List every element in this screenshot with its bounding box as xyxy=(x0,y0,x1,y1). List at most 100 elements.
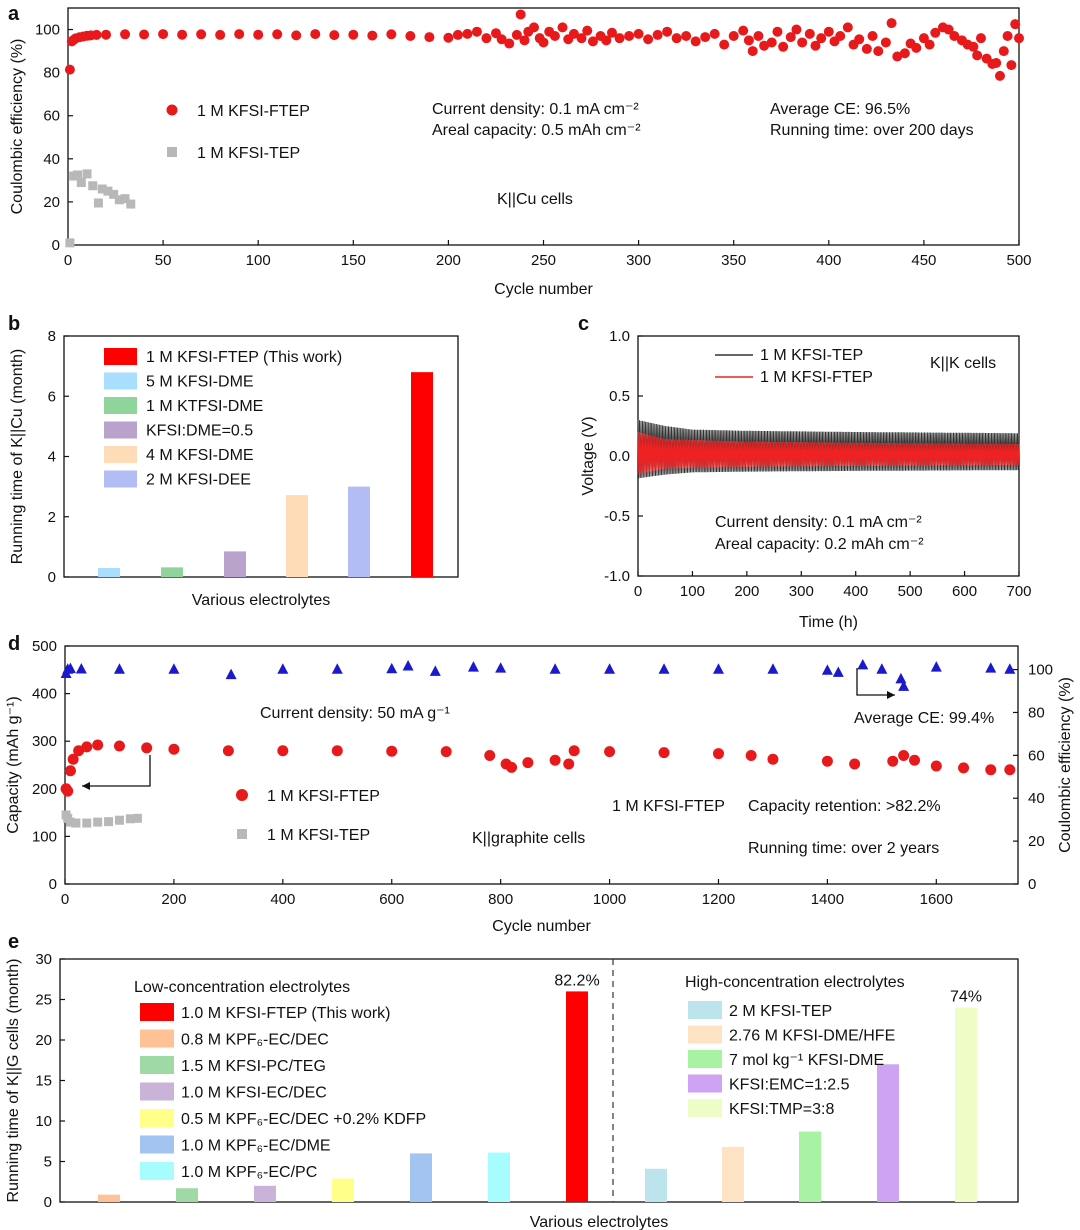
annotation-electrolyte: 1 M KFSI-FTEP xyxy=(612,798,725,815)
y-tick-label: 40 xyxy=(43,151,60,168)
annotation-average-ce: Average CE: 96.5% xyxy=(770,101,910,118)
data-point xyxy=(101,29,112,40)
annotation-cell-type: K||Cu cells xyxy=(497,191,573,208)
annotation-capacity-retention: Capacity retention: >82.2% xyxy=(748,798,941,815)
y-axis-label: Voltage (V) xyxy=(580,416,597,495)
y-tick-label: 400 xyxy=(32,686,57,703)
panel-label-a: a xyxy=(8,3,20,25)
legend-swatch xyxy=(140,1029,174,1048)
data-point xyxy=(658,747,670,759)
annotation-running-time: Running time: over 2 years xyxy=(748,840,939,857)
data-point xyxy=(471,26,482,37)
data-point xyxy=(462,28,473,39)
data-point xyxy=(857,658,869,670)
bar xyxy=(799,1131,821,1202)
x-tick-label: 500 xyxy=(898,583,923,600)
data-point xyxy=(132,813,142,823)
data-point xyxy=(998,46,1009,57)
x-tick-label: 1600 xyxy=(920,891,953,908)
data-point xyxy=(753,31,764,42)
y-tick-label-right: 0 xyxy=(1028,876,1036,893)
legend-label: 7 mol kg⁻¹ KFSI-DME xyxy=(729,1052,884,1069)
x-tick-label: 150 xyxy=(341,252,366,269)
legend-label: 1 M KFSI-FTEP (This work) xyxy=(146,349,342,366)
y-tick-label: 0 xyxy=(52,237,60,254)
panel-label-e: e xyxy=(8,931,19,953)
y-tick-label: 200 xyxy=(32,781,57,798)
x-tick-label: 300 xyxy=(789,583,814,600)
data-point xyxy=(331,663,343,674)
x-tick-label: 400 xyxy=(843,583,868,600)
x-axis-label: Time (h) xyxy=(799,614,858,631)
x-tick-label: 100 xyxy=(680,583,705,600)
data-point xyxy=(386,29,397,40)
legend-label-tep: 1 M KFSI-TEP xyxy=(267,827,370,844)
x-tick-label: 100 xyxy=(246,252,271,269)
data-point xyxy=(120,29,131,40)
x-tick-label: 300 xyxy=(626,252,651,269)
data-point xyxy=(467,661,479,672)
data-point xyxy=(528,22,539,33)
legend-label-tep: 1 M KFSI-TEP xyxy=(760,347,863,364)
x-axis-label: Various electrolytes xyxy=(530,1214,668,1230)
data-point xyxy=(1006,60,1017,71)
data-point xyxy=(985,764,997,776)
legend-label-ftep: 1 M KFSI-FTEP xyxy=(197,103,310,120)
data-point xyxy=(690,36,701,47)
data-point xyxy=(886,18,897,29)
data-point xyxy=(767,753,779,765)
data-point xyxy=(867,31,878,42)
data-point xyxy=(810,40,821,51)
data-point xyxy=(816,33,827,44)
data-point xyxy=(745,749,757,761)
data-point xyxy=(743,35,754,46)
legend-marker-tep xyxy=(167,147,177,157)
y-tick-label: 0.5 xyxy=(609,388,630,405)
annotation-average-ce: Average CE: 99.4% xyxy=(854,710,994,727)
data-point xyxy=(930,661,942,672)
data-point xyxy=(895,672,907,684)
series-tep xyxy=(65,169,136,248)
data-point xyxy=(876,663,888,674)
data-point xyxy=(62,785,74,797)
data-point xyxy=(719,39,730,50)
legend-label: 0.5 M KPF₆-EC/DEC +0.2% KDFP xyxy=(181,1111,426,1128)
data-point xyxy=(91,29,102,40)
data-point xyxy=(522,757,534,769)
legend-swatch xyxy=(104,470,137,488)
data-point xyxy=(557,22,568,33)
data-point xyxy=(958,762,970,774)
data-point xyxy=(804,28,815,39)
annotation-cell-type: K||K cells xyxy=(930,355,996,372)
x-tick-label: 400 xyxy=(270,891,295,908)
data-point xyxy=(712,748,724,760)
data-point xyxy=(835,31,846,42)
y-tick-label: 0 xyxy=(44,1194,52,1211)
legend-label-tep: 1 M KFSI-TEP xyxy=(197,145,300,162)
data-point xyxy=(606,27,617,38)
y-tick-label: 0.0 xyxy=(609,448,630,465)
legend-label-ftep: 1 M KFSI-FTEP xyxy=(760,369,873,386)
data-point xyxy=(67,753,79,765)
data-point xyxy=(759,40,770,51)
arrow-head-left xyxy=(82,782,90,790)
data-point xyxy=(496,34,507,45)
bar xyxy=(410,1153,432,1202)
data-point xyxy=(76,178,86,188)
data-point xyxy=(681,31,692,42)
y-tick-label: 15 xyxy=(35,1073,52,1090)
legend-label: KFSI:TMP=3:8 xyxy=(729,1101,834,1118)
data-point xyxy=(1014,33,1024,44)
legend-swatch xyxy=(140,1003,174,1021)
data-point xyxy=(225,668,237,680)
data-point xyxy=(402,660,414,671)
data-point xyxy=(633,28,644,39)
x-tick-label: 800 xyxy=(488,891,513,908)
data-point xyxy=(549,754,561,766)
data-point xyxy=(911,42,922,53)
data-point xyxy=(1002,31,1013,42)
legend-swatch xyxy=(104,397,137,414)
data-point xyxy=(943,24,954,35)
data-point xyxy=(766,37,777,48)
bar xyxy=(348,486,370,577)
